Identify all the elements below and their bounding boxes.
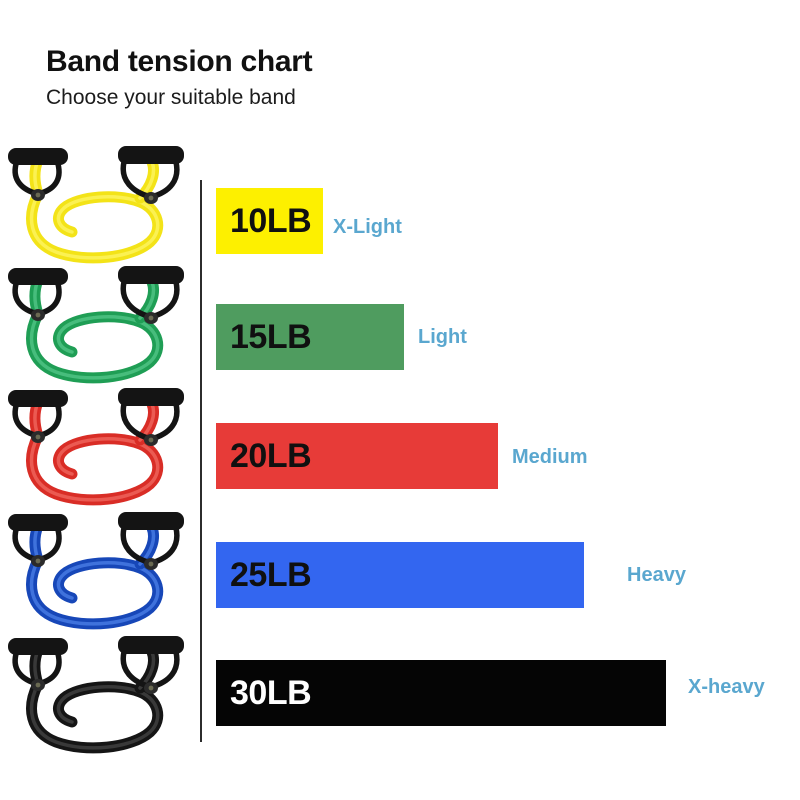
tension-bar[interactable]: 20LB xyxy=(216,423,498,489)
chart-header: Band tension chart Choose your suitable … xyxy=(46,44,313,111)
tension-bar[interactable]: 10LB xyxy=(216,188,323,254)
bar-category-caption: Medium xyxy=(512,446,588,468)
resistance-band-illustration xyxy=(0,388,196,508)
resistance-band-illustration xyxy=(0,636,196,756)
bar-weight-label: 20LB xyxy=(230,437,312,475)
bar-weight-label: 30LB xyxy=(230,674,312,712)
resistance-band-illustration xyxy=(0,512,196,632)
bar-category-caption: Light xyxy=(418,326,467,348)
tension-bar[interactable]: 15LB xyxy=(216,304,404,370)
tension-bar[interactable]: 25LB xyxy=(216,542,584,608)
resistance-band-illustration xyxy=(0,146,196,266)
page-subtitle: Choose your suitable band xyxy=(46,86,296,109)
bar-weight-label: 25LB xyxy=(230,556,312,594)
bar-category-caption: Heavy xyxy=(627,564,686,586)
bar-weight-label: 10LB xyxy=(230,202,312,240)
chart-axis-line xyxy=(200,180,202,742)
tension-bar[interactable]: 30LB xyxy=(216,660,666,726)
bar-category-caption: X-Light xyxy=(333,216,402,238)
bar-weight-label: 15LB xyxy=(230,318,312,356)
page-title: Band tension chart xyxy=(46,45,313,78)
bar-category-caption: X-heavy xyxy=(688,676,765,698)
resistance-band-illustration xyxy=(0,266,196,386)
